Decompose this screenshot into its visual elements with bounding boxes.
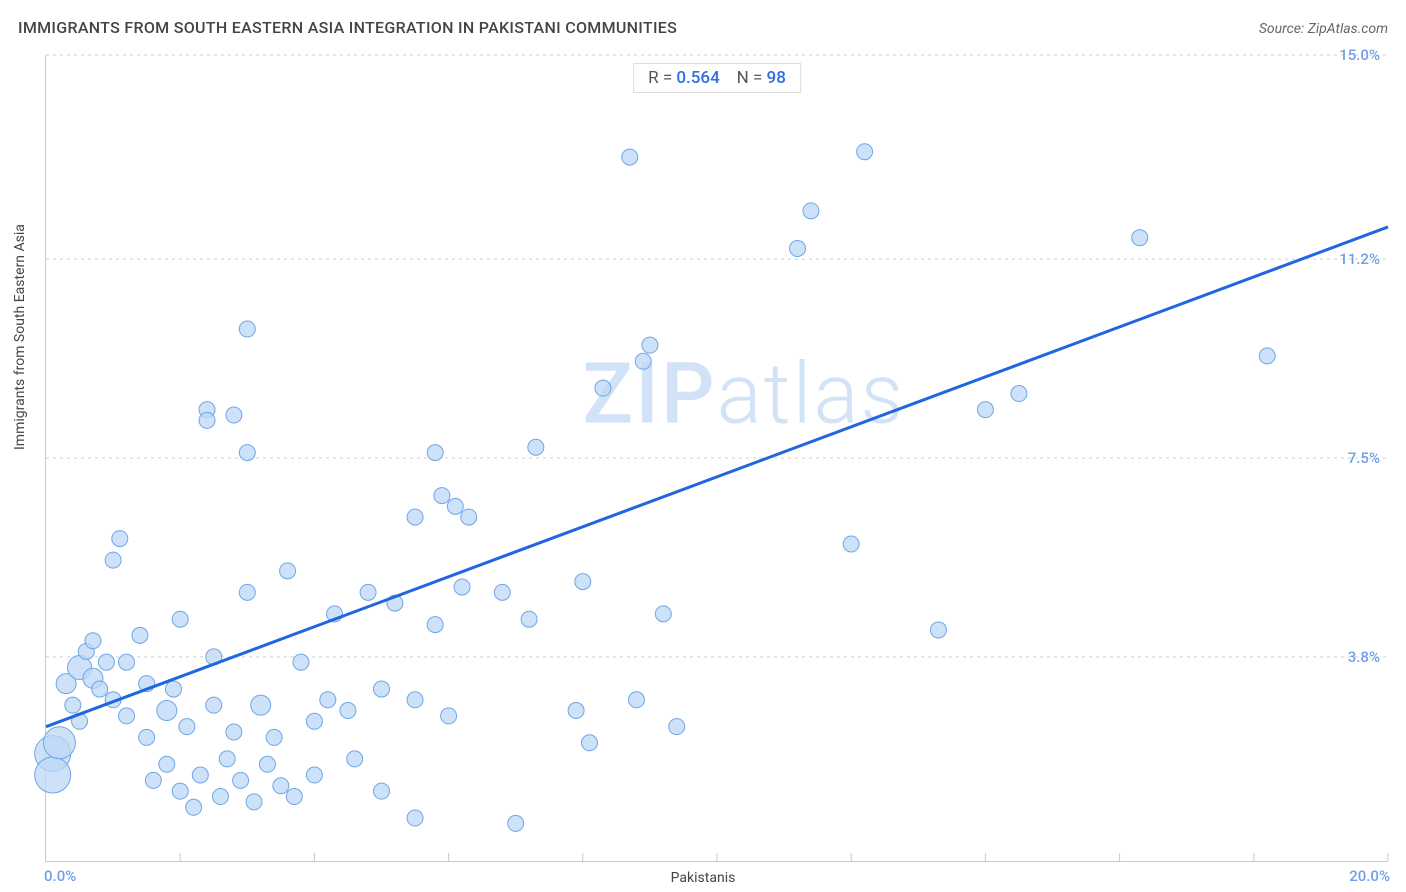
data-point	[306, 713, 322, 729]
data-point	[186, 799, 202, 815]
y-tick-label: 15.0%	[1339, 46, 1380, 64]
data-point	[622, 149, 638, 165]
data-point	[528, 439, 544, 455]
data-point	[340, 703, 356, 719]
data-point	[172, 611, 188, 627]
stats-box: R = 0.564 N = 98	[633, 63, 801, 93]
data-point	[441, 708, 457, 724]
data-point	[977, 402, 993, 418]
data-point	[119, 654, 135, 670]
data-point	[246, 794, 262, 810]
data-point	[1259, 348, 1275, 364]
data-point	[65, 697, 81, 713]
data-point	[843, 536, 859, 552]
data-point	[206, 697, 222, 713]
data-point	[239, 321, 255, 337]
data-point	[568, 703, 584, 719]
data-point	[259, 756, 275, 772]
data-point	[575, 574, 591, 590]
data-point	[192, 767, 208, 783]
data-point	[266, 729, 282, 745]
data-point	[790, 240, 806, 256]
data-point	[407, 509, 423, 525]
data-point	[92, 681, 108, 697]
chart-title: IMMIGRANTS FROM SOUTH EASTERN ASIA INTEG…	[18, 18, 677, 37]
data-point	[427, 617, 443, 633]
data-point	[320, 692, 336, 708]
data-point	[145, 772, 161, 788]
chart-area: ZIPatlas R = 0.564 N = 98 3.8%7.5%11.2%1…	[45, 55, 1388, 862]
data-point	[669, 719, 685, 735]
x-max-label: 20.0%	[1349, 867, 1390, 885]
data-point	[132, 627, 148, 643]
data-point	[35, 757, 71, 793]
x-origin-label: 0.0%	[44, 867, 76, 885]
y-tick-label: 11.2%	[1339, 250, 1380, 268]
data-point	[226, 724, 242, 740]
data-point	[112, 531, 128, 547]
data-point	[239, 445, 255, 461]
data-point	[454, 579, 470, 595]
data-point	[239, 584, 255, 600]
data-point	[347, 751, 363, 767]
data-point	[374, 783, 390, 799]
data-point	[427, 445, 443, 461]
data-point	[407, 692, 423, 708]
n-value: 98	[767, 68, 786, 88]
data-point	[165, 681, 181, 697]
data-point	[159, 756, 175, 772]
data-point	[407, 810, 423, 826]
data-point	[157, 701, 177, 721]
data-point	[172, 783, 188, 799]
scatter-plot-svg	[46, 55, 1388, 861]
data-point	[857, 144, 873, 160]
y-tick-label: 3.8%	[1348, 648, 1380, 666]
trend-line	[46, 227, 1388, 727]
data-point	[461, 509, 477, 525]
data-point	[85, 633, 101, 649]
data-point	[930, 622, 946, 638]
data-point	[374, 681, 390, 697]
data-point	[434, 488, 450, 504]
data-point	[803, 203, 819, 219]
data-point	[286, 789, 302, 805]
source-label: Source: ZipAtlas.com	[1259, 21, 1388, 37]
data-point	[139, 729, 155, 745]
data-point	[447, 498, 463, 514]
data-point	[1132, 230, 1148, 246]
r-value: 0.564	[676, 68, 719, 88]
x-axis-label: Pakistanis	[671, 870, 736, 886]
data-point	[212, 789, 228, 805]
data-point	[1011, 386, 1027, 402]
data-point	[233, 772, 249, 788]
n-label: N =	[737, 68, 763, 88]
data-point	[251, 695, 271, 715]
data-point	[119, 708, 135, 724]
y-tick-label: 7.5%	[1348, 449, 1380, 467]
data-point	[655, 606, 671, 622]
data-point	[219, 751, 235, 767]
data-point	[642, 337, 658, 353]
data-point	[98, 654, 114, 670]
data-point	[293, 654, 309, 670]
data-point	[635, 353, 651, 369]
y-axis-label: Immigrants from South Eastern Asia	[12, 224, 28, 450]
data-point	[595, 380, 611, 396]
data-point	[179, 719, 195, 735]
data-point	[43, 727, 75, 759]
data-point	[105, 552, 121, 568]
data-point	[306, 767, 322, 783]
data-point	[360, 584, 376, 600]
r-label: R =	[648, 68, 672, 88]
data-point	[280, 563, 296, 579]
data-point	[494, 584, 510, 600]
data-point	[582, 735, 598, 751]
data-point	[508, 815, 524, 831]
data-point	[521, 611, 537, 627]
data-point	[273, 778, 289, 794]
data-point	[628, 692, 644, 708]
data-point	[226, 407, 242, 423]
data-point	[199, 412, 215, 428]
